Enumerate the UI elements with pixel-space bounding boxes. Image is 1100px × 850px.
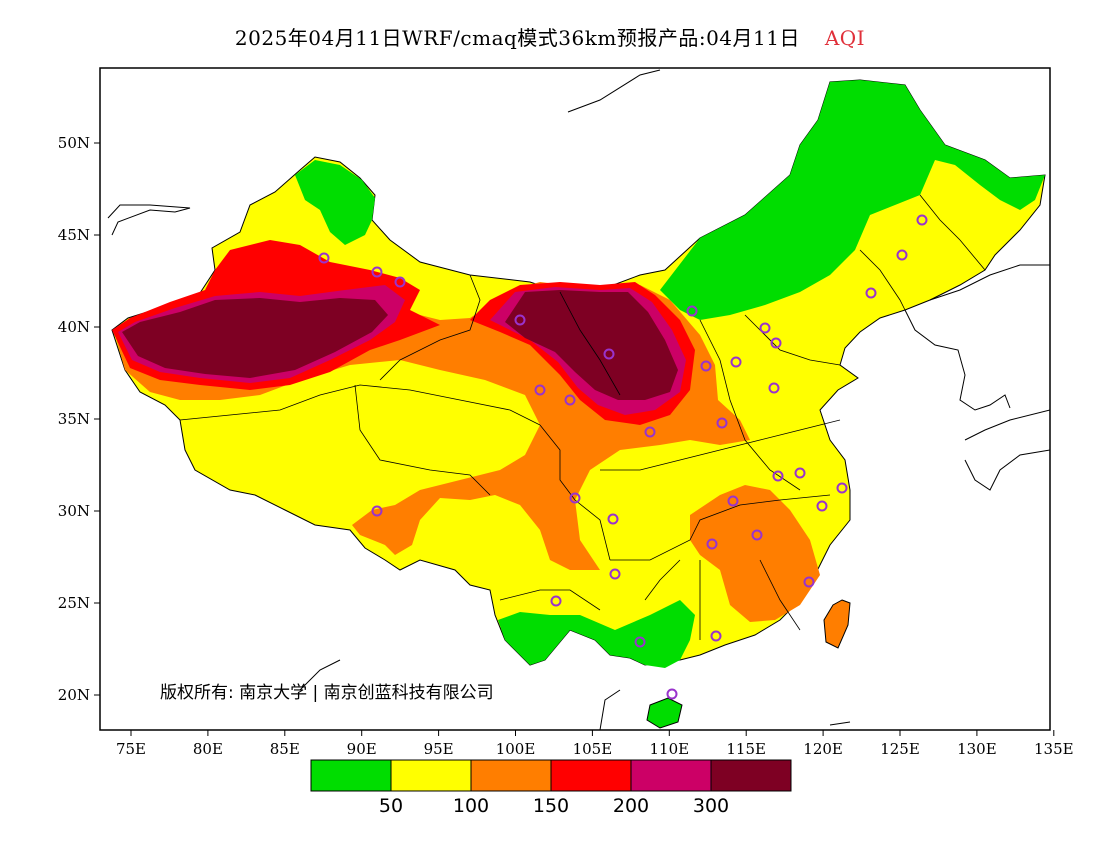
station-marker [644,426,656,438]
lon-tick-label: 120E [803,740,843,758]
region-good-south [498,600,695,668]
lat-tick-label: 35N [58,410,90,428]
station-marker [686,305,698,317]
station-marker [706,538,718,550]
map-frame-border [99,67,1051,731]
lon-tick-label: 95E [424,740,454,758]
station-marker [666,688,678,700]
lat-tick-label: 25N [58,594,90,612]
station-marker [865,287,877,299]
station-marker [794,467,806,479]
coastlines [107,69,1050,730]
lon-tick-label: 100E [496,740,536,758]
lat-tick-label: 30N [58,502,90,520]
lon-tick-label: 110E [650,740,690,758]
lon-tick-label: 130E [957,740,997,758]
map-content: 版权所有: 南京大学 | 南京创蓝科技有限公司 [107,69,1050,730]
aqi-legend-labels: 50 100 150 200 300 [379,795,729,817]
lon-tick-label: 105E [573,740,613,758]
station-marker [394,276,406,288]
legend-threshold-label: 100 [453,795,489,817]
station-marker [710,630,722,642]
legend-swatch [470,759,552,792]
map-title: 2025年04月11日WRF/cmaq模式36km预报产品:04月11日 AQI [0,22,1100,51]
legend-swatch [710,759,792,792]
station-marker [896,249,908,261]
station-marker [371,505,383,517]
legend-swatch [550,759,632,792]
station-marker [371,266,383,278]
station-marker [768,382,780,394]
region-hazardous-west [122,298,388,378]
lon-tick-label: 125E [880,740,920,758]
region-good-dzungaria [295,160,375,245]
station-marker [569,492,581,504]
lat-tick-label: 20N [58,686,90,704]
station-marker [759,322,771,334]
lat-tick-label: 50N [58,134,90,152]
station-marker [550,595,562,607]
station-marker [609,568,621,580]
legend-swatch [630,759,712,792]
station-marker [700,360,712,372]
lat-tick-label: 40N [58,318,90,336]
station-marker [772,470,784,482]
longitude-axis: 75E 80E 85E 90E 95E 100E 105E 110E 115E 120E 125E 1… [116,730,1074,758]
latitude-axis: 50N 45N 40N 35N 30N 25N 20N [58,134,100,704]
province-boundaries [179,194,986,640]
station-marker [803,576,815,588]
lat-tick-label: 45N [58,226,90,244]
copyright-text: 版权所有: 南京大学 | 南京创蓝科技有限公司 [160,683,494,703]
station-marker [770,337,782,349]
legend-threshold-label: 300 [693,795,729,817]
region-good-hainan [646,697,683,729]
station-marker [730,356,742,368]
legend-threshold-label: 150 [533,795,569,817]
lon-tick-label: 90E [347,740,377,758]
station-markers [318,214,928,700]
lon-tick-label: 85E [270,740,300,758]
region-hazardous-north [505,290,678,400]
station-marker [634,636,646,648]
lon-tick-label: 80E [193,740,223,758]
lon-tick-label: 75E [116,740,146,758]
title-main: 2025年04月11日WRF/cmaq模式36km预报产品:04月11日 [234,26,800,50]
station-marker [607,513,619,525]
station-marker [751,529,763,541]
legend-swatch [310,759,392,792]
station-marker [318,252,330,264]
lon-tick-label: 135E [1034,740,1074,758]
station-marker [916,214,928,226]
station-marker [727,495,739,507]
region-usg-southeast [690,485,820,622]
aqi-legend [310,759,792,792]
region-usg-taiwan [823,599,851,649]
legend-swatch [390,759,472,792]
station-marker [514,314,526,326]
title-variable: AQI [824,26,866,50]
station-marker [534,384,546,396]
legend-threshold-label: 200 [613,795,649,817]
lon-tick-label: 115E [726,740,766,758]
station-marker [816,500,828,512]
station-marker [836,482,848,494]
station-marker [603,348,615,360]
legend-threshold-label: 50 [379,795,403,817]
station-marker [716,417,728,429]
region-good-northeast [660,80,1045,320]
station-marker [564,394,576,406]
